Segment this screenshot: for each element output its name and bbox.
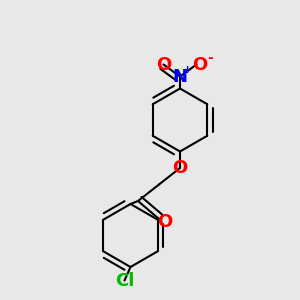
Text: O: O (172, 159, 188, 177)
Text: N: N (172, 68, 188, 85)
Text: O: O (156, 56, 171, 74)
Text: O: O (192, 56, 207, 74)
Text: +: + (183, 65, 192, 75)
Text: Cl: Cl (115, 272, 134, 290)
Text: O: O (158, 213, 172, 231)
Text: -: - (207, 51, 213, 65)
